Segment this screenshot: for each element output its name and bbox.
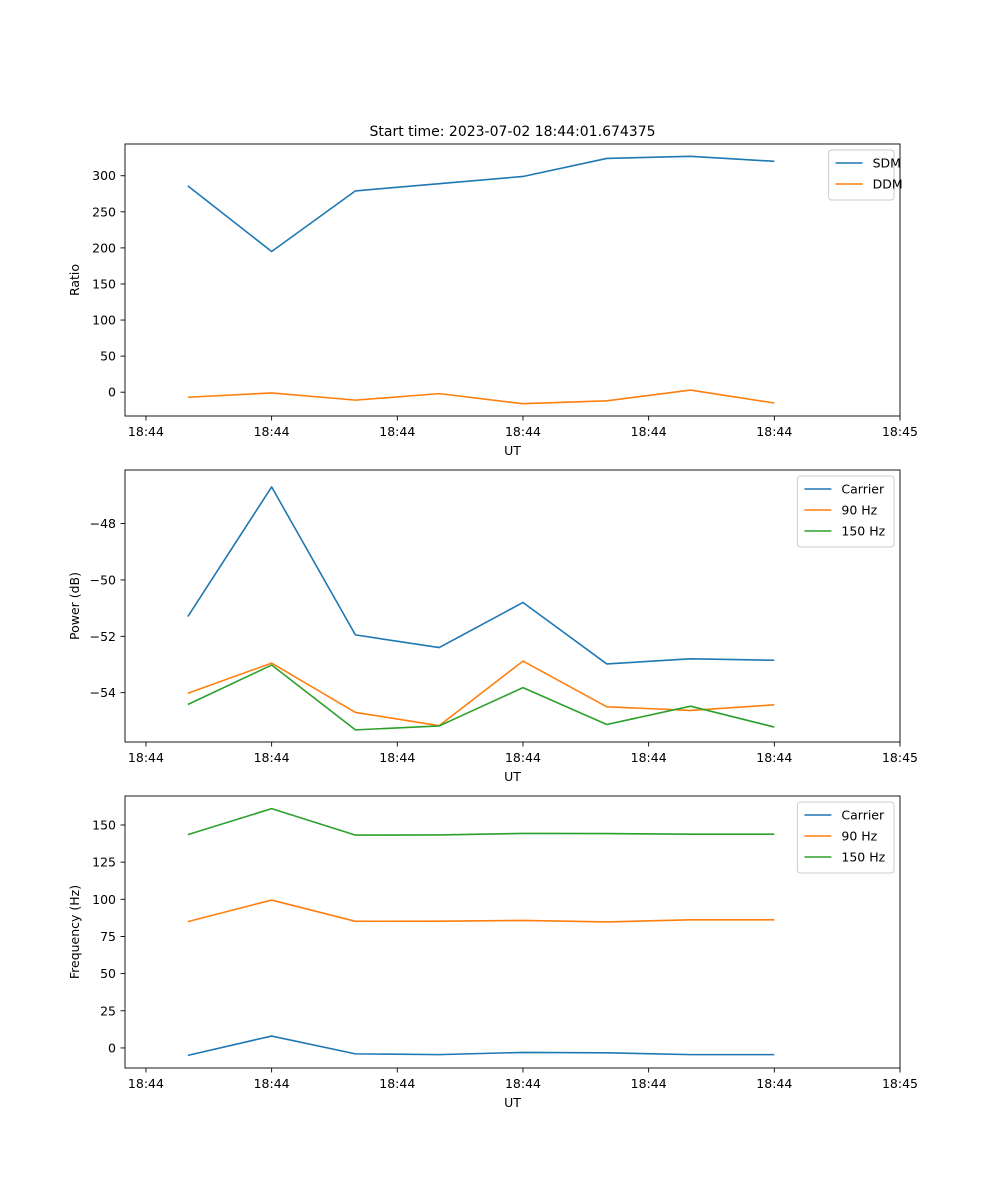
y-tick-label: 100 xyxy=(92,892,116,907)
y-tick-label: 25 xyxy=(100,1003,116,1018)
legend-label-90-hz: 90 Hz xyxy=(841,829,877,844)
legend-label-carrier: Carrier xyxy=(841,482,885,497)
series-line-sdm-panel-1 xyxy=(187,155,775,253)
legend-panel-2: Carrier 90 Hz 150 Hz xyxy=(796,475,895,548)
legend-panel-3: Carrier 90 Hz 150 Hz xyxy=(796,801,895,874)
x-tick-label: 18:44 xyxy=(756,1076,792,1091)
axes-frame-panel-1 xyxy=(124,143,901,417)
y-tick-label: 100 xyxy=(92,313,116,328)
y-tick-label: 0 xyxy=(108,1040,116,1055)
y-tick-label: 150 xyxy=(92,276,116,291)
x-tick-label: 18:44 xyxy=(379,424,415,439)
x-tick-label: 18:44 xyxy=(505,424,541,439)
y-tick-label: 50 xyxy=(100,966,116,981)
x-tick-label: 18:44 xyxy=(128,1076,164,1091)
legend-label-150-hz: 150 Hz xyxy=(841,850,885,865)
y-tick-label: 75 xyxy=(100,929,116,944)
x-tick-label: 18:44 xyxy=(631,1076,667,1091)
y-tick-label: 150 xyxy=(92,817,116,832)
series-line-carrier-panel-2 xyxy=(187,486,775,665)
legend-panel-1: SDM DDM xyxy=(828,149,903,201)
legend-label-carrier: Carrier xyxy=(841,808,885,823)
series-line-150-hz-panel-3 xyxy=(187,807,775,836)
y-tick-label: 250 xyxy=(92,204,116,219)
x-tick-label: 18:44 xyxy=(128,750,164,765)
series-line-carrier-panel-3 xyxy=(187,1035,775,1057)
chart-panel-3: 18:44 18:44 18:44 18:44 18:44 18:44 18:45 0 25 50… xyxy=(67,795,918,1110)
x-tick-label: 18:44 xyxy=(379,750,415,765)
y-axis-label: Frequency (Hz) xyxy=(67,885,82,979)
figure-title: Start time: 2023-07-02 18:44:01.674375 xyxy=(369,124,655,140)
legend-box xyxy=(796,801,895,874)
y-tick-label: 125 xyxy=(92,855,116,870)
y-tick-label: 50 xyxy=(100,349,116,364)
chart-panel-1: 18:44 18:44 18:44 18:44 18:44 18:44 18:45 0 50 10… xyxy=(67,143,918,458)
x-tick-label: 18:45 xyxy=(882,424,918,439)
y-tick-label: −50 xyxy=(90,572,116,587)
x-axis-label: UT xyxy=(504,443,521,458)
x-axis-label: UT xyxy=(504,1095,521,1110)
x-tick-label: 18:44 xyxy=(505,1076,541,1091)
x-tick-label: 18:45 xyxy=(882,1076,918,1091)
x-axis-label: UT xyxy=(504,769,521,784)
legend-label-ddm: DDM xyxy=(873,177,903,192)
x-tick-label: 18:44 xyxy=(254,1076,290,1091)
chart-panel-2: 18:44 18:44 18:44 18:44 18:44 18:44 18:45 −54 −5… xyxy=(67,469,918,784)
x-tick-label: 18:45 xyxy=(882,750,918,765)
x-tick-label: 18:44 xyxy=(254,424,290,439)
x-tick-label: 18:44 xyxy=(631,424,667,439)
x-tick-label: 18:44 xyxy=(254,750,290,765)
x-tick-label: 18:44 xyxy=(505,750,541,765)
y-tick-label: −52 xyxy=(90,629,116,644)
axes-frame-panel-3 xyxy=(124,795,901,1069)
y-axis-label: Power (dB) xyxy=(67,572,82,640)
legend-label-sdm: SDM xyxy=(873,156,901,171)
series-line-ddm-panel-1 xyxy=(187,389,775,405)
x-tick-label: 18:44 xyxy=(379,1076,415,1091)
series-line-90-hz-panel-3 xyxy=(187,899,775,923)
legend-box xyxy=(796,475,895,548)
x-tick-label: 18:44 xyxy=(756,424,792,439)
legend-label-90-hz: 90 Hz xyxy=(841,503,877,518)
x-tick-label: 18:44 xyxy=(128,424,164,439)
y-tick-label: 300 xyxy=(92,168,116,183)
y-tick-label: 0 xyxy=(108,385,116,400)
legend-label-150-hz: 150 Hz xyxy=(841,524,885,539)
y-tick-label: −48 xyxy=(90,516,116,531)
y-axis-label: Ratio xyxy=(67,264,82,296)
series-line-150-hz-panel-2 xyxy=(187,664,775,731)
axes-frame-panel-2 xyxy=(124,469,901,743)
x-tick-label: 18:44 xyxy=(756,750,792,765)
y-tick-label: −54 xyxy=(90,685,116,700)
x-tick-label: 18:44 xyxy=(631,750,667,765)
y-tick-label: 200 xyxy=(92,240,116,255)
